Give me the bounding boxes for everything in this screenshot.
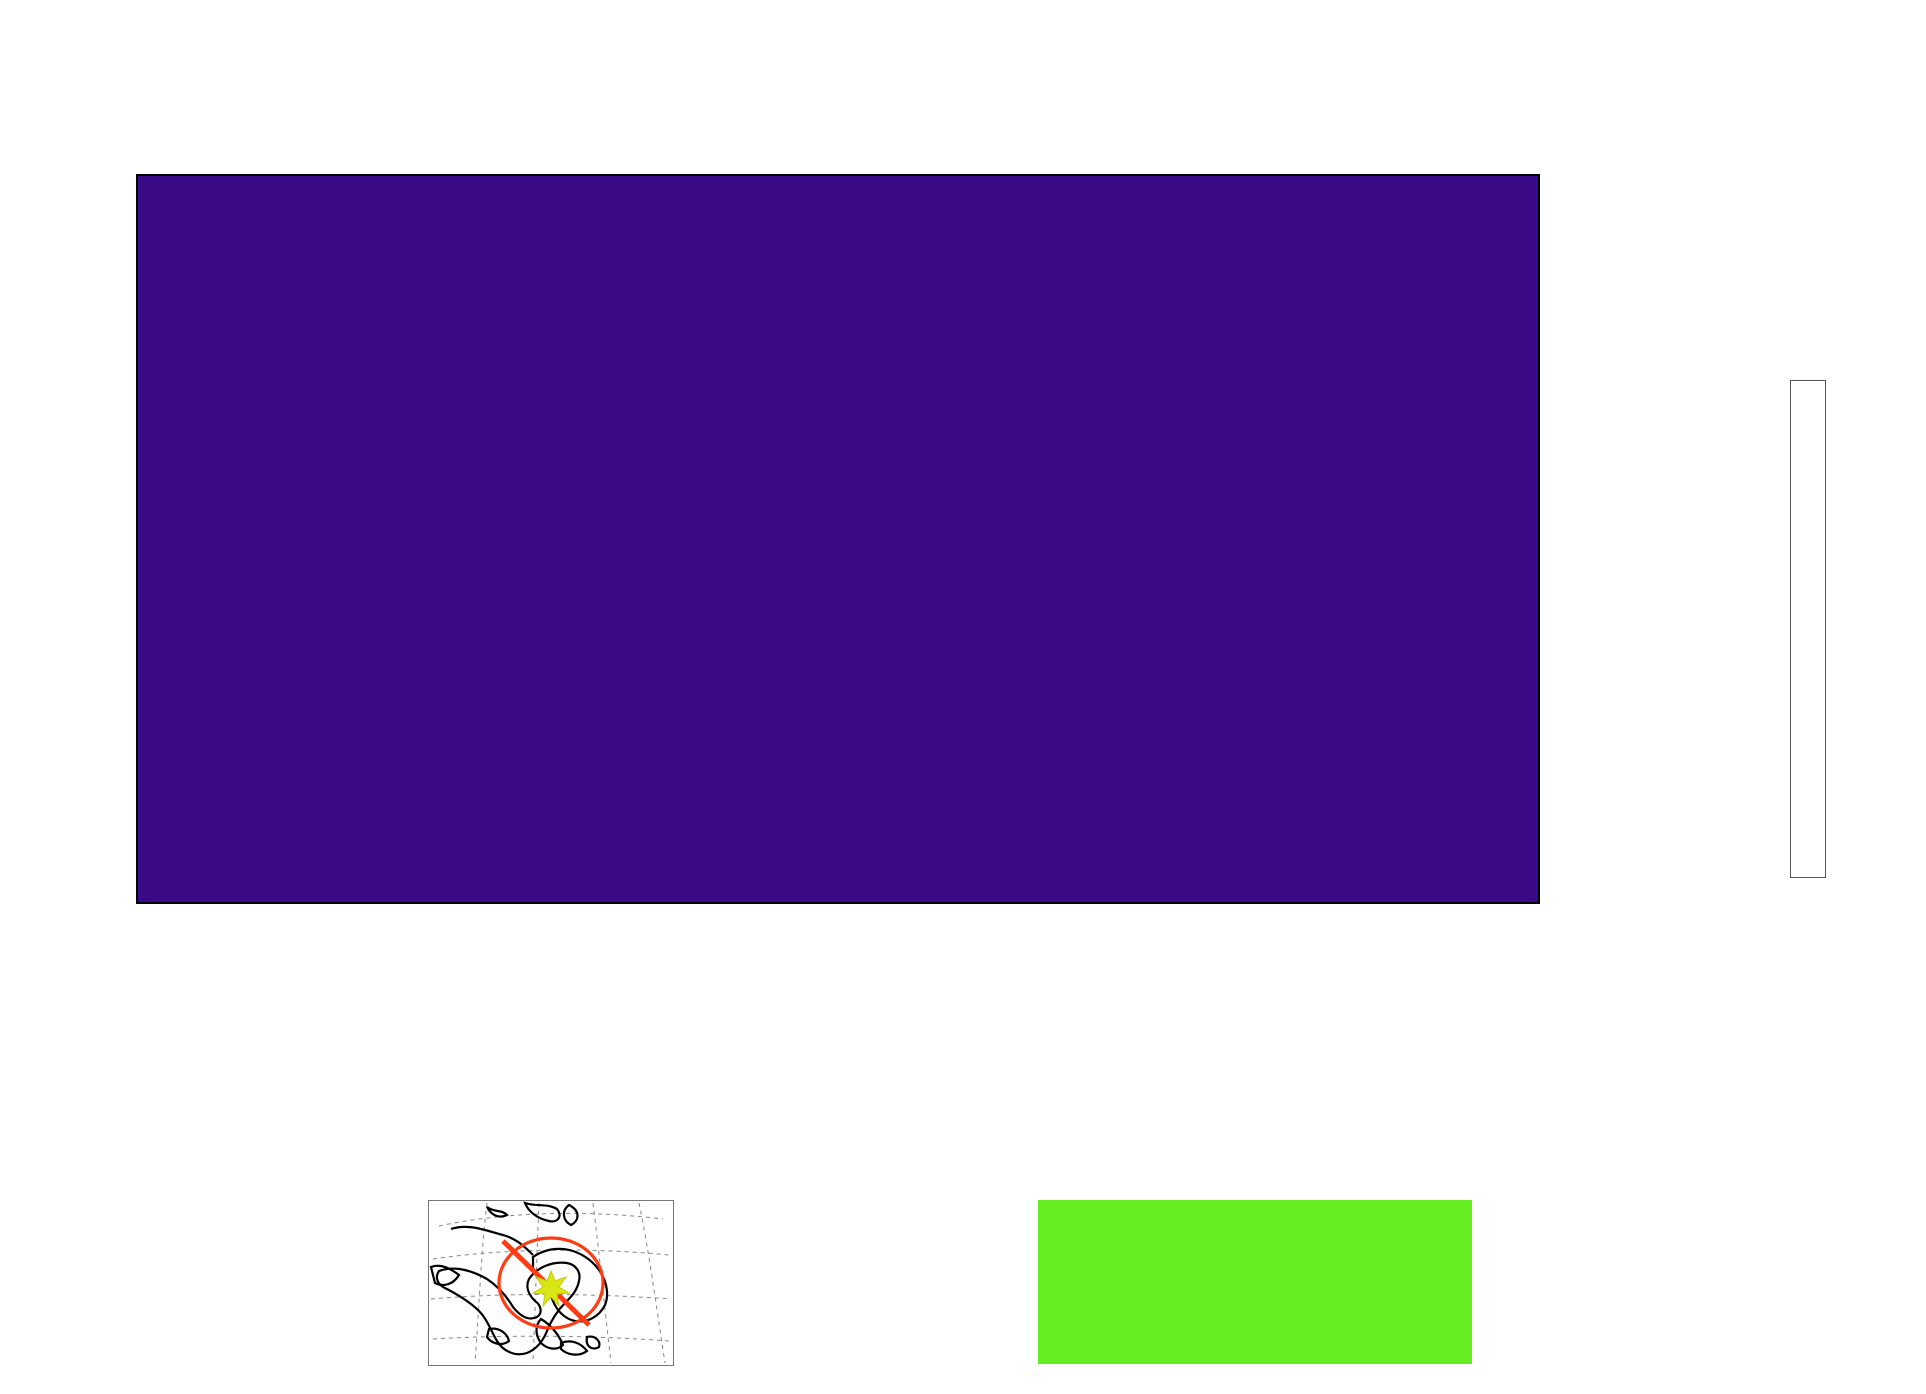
contour-overlay xyxy=(138,176,1540,904)
legend xyxy=(1038,1200,1472,1364)
inset-location-map[interactable] xyxy=(428,1200,674,1366)
cross-section-plot[interactable] xyxy=(136,174,1540,904)
inset-map-svg xyxy=(429,1201,672,1364)
colorbar xyxy=(1790,380,1826,878)
epv-field-canvas xyxy=(138,176,1538,902)
